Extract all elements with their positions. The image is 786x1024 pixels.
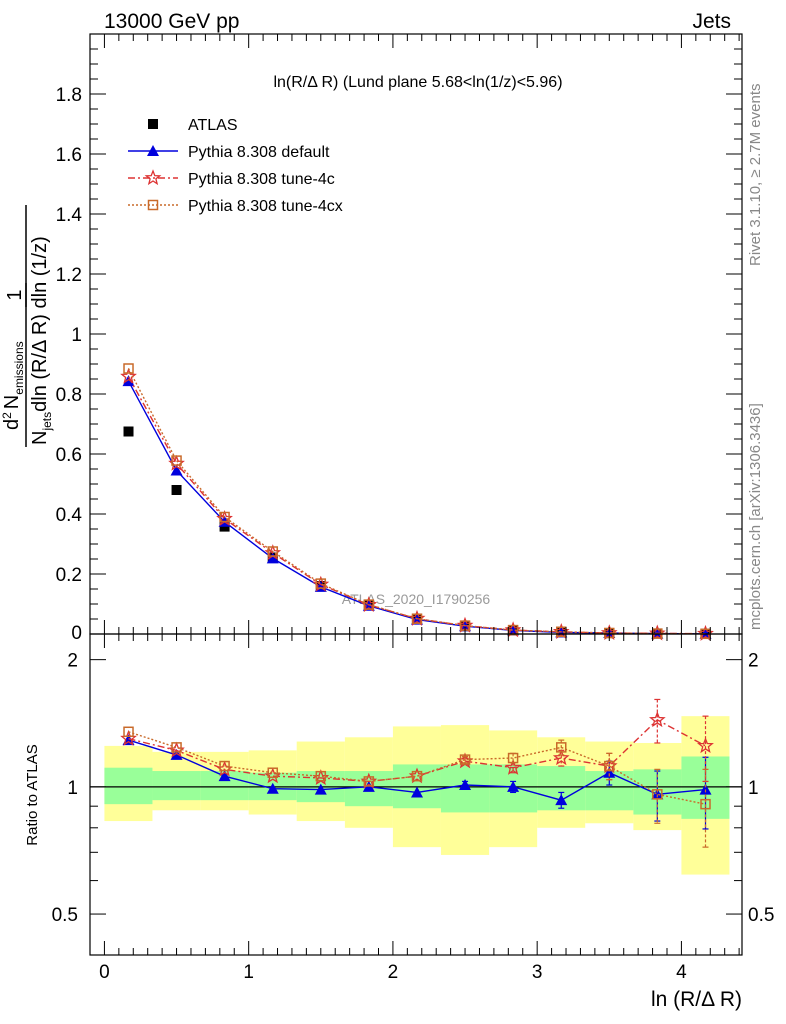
data-point [123,426,134,437]
header-right: Jets [692,10,731,33]
data-point [699,783,712,795]
data-point [218,770,231,782]
ylabel-njets: Njetsdln (R/Δ R) dln (1/z) [29,236,54,445]
data-point [171,742,182,753]
main-panel: 0.2 0.4 0.6 0.8 1 1.2 1.4 1.6 1.8 0 [56,33,743,644]
data-point [651,788,664,800]
data-point [507,752,519,764]
y-tick-label: 1 [71,325,82,346]
legend-label: ATLAS [188,117,238,134]
x-tick-label: 4 [676,962,687,983]
y-tick-label: 1.2 [56,265,82,286]
ratio-series-pythia-8-308-default [122,734,712,830]
data-point [266,782,279,794]
data-point [170,464,183,476]
data-point [363,776,375,787]
y-tick-label: 0.6 [56,445,82,466]
data-point [122,375,135,387]
data-point [459,779,472,791]
watermark: ATLAS_2020_I1790256 [342,591,491,607]
data-point [411,770,423,782]
x-tick-label: 2 [388,962,399,983]
data-point [552,749,570,766]
data-point [147,199,159,211]
ratio-y-tick-label-right: 2 [748,651,759,672]
data-point [315,770,327,782]
data-point [267,546,279,557]
side-text-rivet: Rivet 3.1.10, ≥ 2.7M events [747,84,764,267]
legend: ATLAS Pythia 8.308 default Pythia 8.308 tu… [128,117,343,215]
ratio-y-tick-label: 0.5 [52,905,78,926]
legend-label: Pythia 8.308 default [188,144,330,161]
ratio-y-axis-label: Ratio to ATLAS [24,744,41,845]
data-point [507,780,520,792]
data-point [120,367,137,384]
mc-uncertainty-band-inner [104,767,153,805]
ratio-frame [89,633,743,956]
data-point [170,748,183,760]
data-point [504,758,522,775]
data-point [219,511,230,523]
mc-uncertainty-band-inner [152,771,201,801]
y-tick-label: 1.8 [56,85,82,106]
data-point [556,742,567,753]
data-point [555,794,568,806]
ratio-y-tick-label: 2 [67,651,78,672]
legend-entry: ATLAS [148,117,238,134]
y-tick-label: 0.4 [56,505,83,526]
data-point [314,783,327,795]
ratio-y-tick-label-right: 0.5 [748,905,774,926]
ratio-y-tick-label: 1 [67,778,78,799]
x-tick-label: 0 [99,962,110,983]
legend-entry: Pythia 8.308 tune-4c [128,169,335,188]
data-point [266,552,279,564]
data-point [411,786,424,798]
ylabel-numerator-d2n: d2Nemissions [0,341,26,430]
ylabel-numerator-one: 1 [4,289,26,300]
data-point [652,789,663,800]
legend-label: Pythia 8.308 tune-4cx [188,198,343,215]
data-point [603,766,616,778]
data-point [700,798,711,810]
data-point [123,363,134,374]
y-tick-label: 0 [71,623,82,644]
ratio-y-tick-label-right: 1 [748,778,759,799]
y-tick-label: 1.6 [56,145,82,166]
x-axis-label: ln (R/Δ R) [651,988,742,1011]
y-tick-label: 1.4 [56,205,83,226]
data-point [219,760,230,772]
data-point [604,760,615,772]
x-tick-label: 1 [243,962,254,983]
y-tick-label: 0.8 [56,385,82,406]
ratio-series-pythia-8-308-tune-4cx [123,726,711,848]
legend-entry: Pythia 8.308 tune-4cx [128,198,343,215]
data-point [171,485,182,495]
data-point [171,455,182,466]
data-point [144,169,162,186]
header-left: 13000 GeV pp [104,10,239,33]
data-point [315,578,327,589]
data-point [147,145,159,156]
main-y-axis-label: 1 Njetsdln (R/Δ R) dln (1/z) d2Nemission… [0,205,54,447]
data-point [148,119,158,129]
x-tick-label: 3 [532,962,543,983]
data-point [411,613,423,624]
data-point [363,599,375,610]
data-point [267,767,279,778]
legend-label: Pythia 8.308 tune-4c [188,171,335,188]
side-text-mcplots: mcplots.cern.ch [arXiv:1306.3436] [747,403,764,630]
data-point [123,726,134,738]
y-tick-label: 0.2 [56,565,82,586]
ratio-panel: 0 1 2 3 4 0.5 0.5 1 1 2 2 [52,633,774,983]
series-line [127,368,706,635]
legend-entry: Pythia 8.308 default [128,144,330,161]
data-point [649,711,666,728]
main-title: ln(R/Δ R) (Lund plane 5.68<ln(1/z)<5.96) [273,74,562,91]
data-point [697,737,714,754]
data-point [459,754,471,765]
